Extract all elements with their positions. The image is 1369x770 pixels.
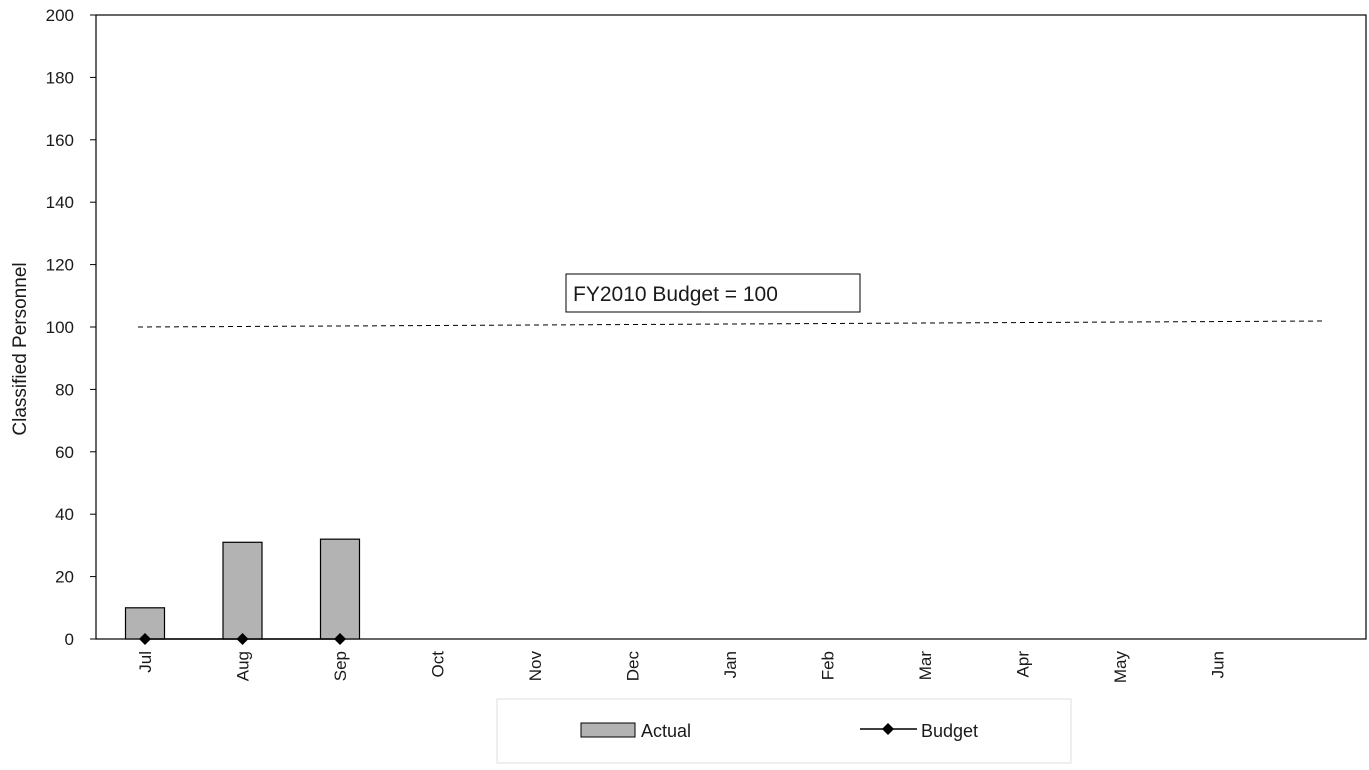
x-tick-label: Jun <box>1209 651 1228 678</box>
y-tick-label: 200 <box>46 6 74 25</box>
x-tick-label: Dec <box>624 651 643 682</box>
legend: Actual Budget <box>496 698 1072 764</box>
y-tick-label: 140 <box>46 193 74 212</box>
reference-annotation: FY2010 Budget = 100 <box>565 273 861 313</box>
legend-actual-swatch <box>580 722 636 738</box>
x-tick-label: Mar <box>916 651 935 681</box>
chart-marks <box>124 320 1327 645</box>
y-tick-label: 60 <box>55 443 74 462</box>
legend-box <box>496 698 1072 764</box>
x-tick-label: Feb <box>819 651 838 680</box>
bar <box>319 538 361 640</box>
y-tick-label: 160 <box>46 131 74 150</box>
budget-point <box>334 633 346 645</box>
budget-point <box>139 633 151 645</box>
y-tick-label: 180 <box>46 68 74 87</box>
y-axis-title: Classified Personnel <box>10 262 31 435</box>
x-axis: Jul Aug Sep Oct Nov Dec Jan Feb Mar Apr May Jun <box>136 651 1228 684</box>
x-tick-label: Nov <box>526 651 545 682</box>
reference-line <box>137 320 1327 328</box>
y-axis: 0 20 40 60 80 100 120 140 160 180 200 <box>46 6 96 649</box>
y-tick-label: 0 <box>65 630 74 649</box>
y-tick-label: 120 <box>46 256 74 275</box>
y-tick-label: 80 <box>55 380 74 399</box>
x-tick-label: Oct <box>429 651 448 678</box>
x-tick-label: Sep <box>331 651 350 681</box>
legend-budget-marker <box>882 723 894 735</box>
budget-point <box>236 633 249 645</box>
bar <box>222 541 263 640</box>
legend-actual-label: Actual <box>641 721 691 741</box>
x-tick-label: Jan <box>721 651 740 678</box>
reference-annotation-label: FY2010 Budget = 100 <box>573 283 778 306</box>
x-tick-label: Aug <box>234 651 253 681</box>
y-tick-label: 40 <box>55 505 74 524</box>
x-tick-label: May <box>1111 651 1130 684</box>
legend-budget-label: Budget <box>921 721 978 741</box>
y-tick-label: 100 <box>46 318 74 337</box>
x-tick-label: Jul <box>136 651 155 673</box>
reference-annotation-box <box>565 273 861 313</box>
plot-frame <box>95 14 1367 640</box>
plot-area <box>95 14 1367 640</box>
x-tick-label: Apr <box>1014 651 1033 678</box>
y-tick-label: 20 <box>55 568 74 587</box>
